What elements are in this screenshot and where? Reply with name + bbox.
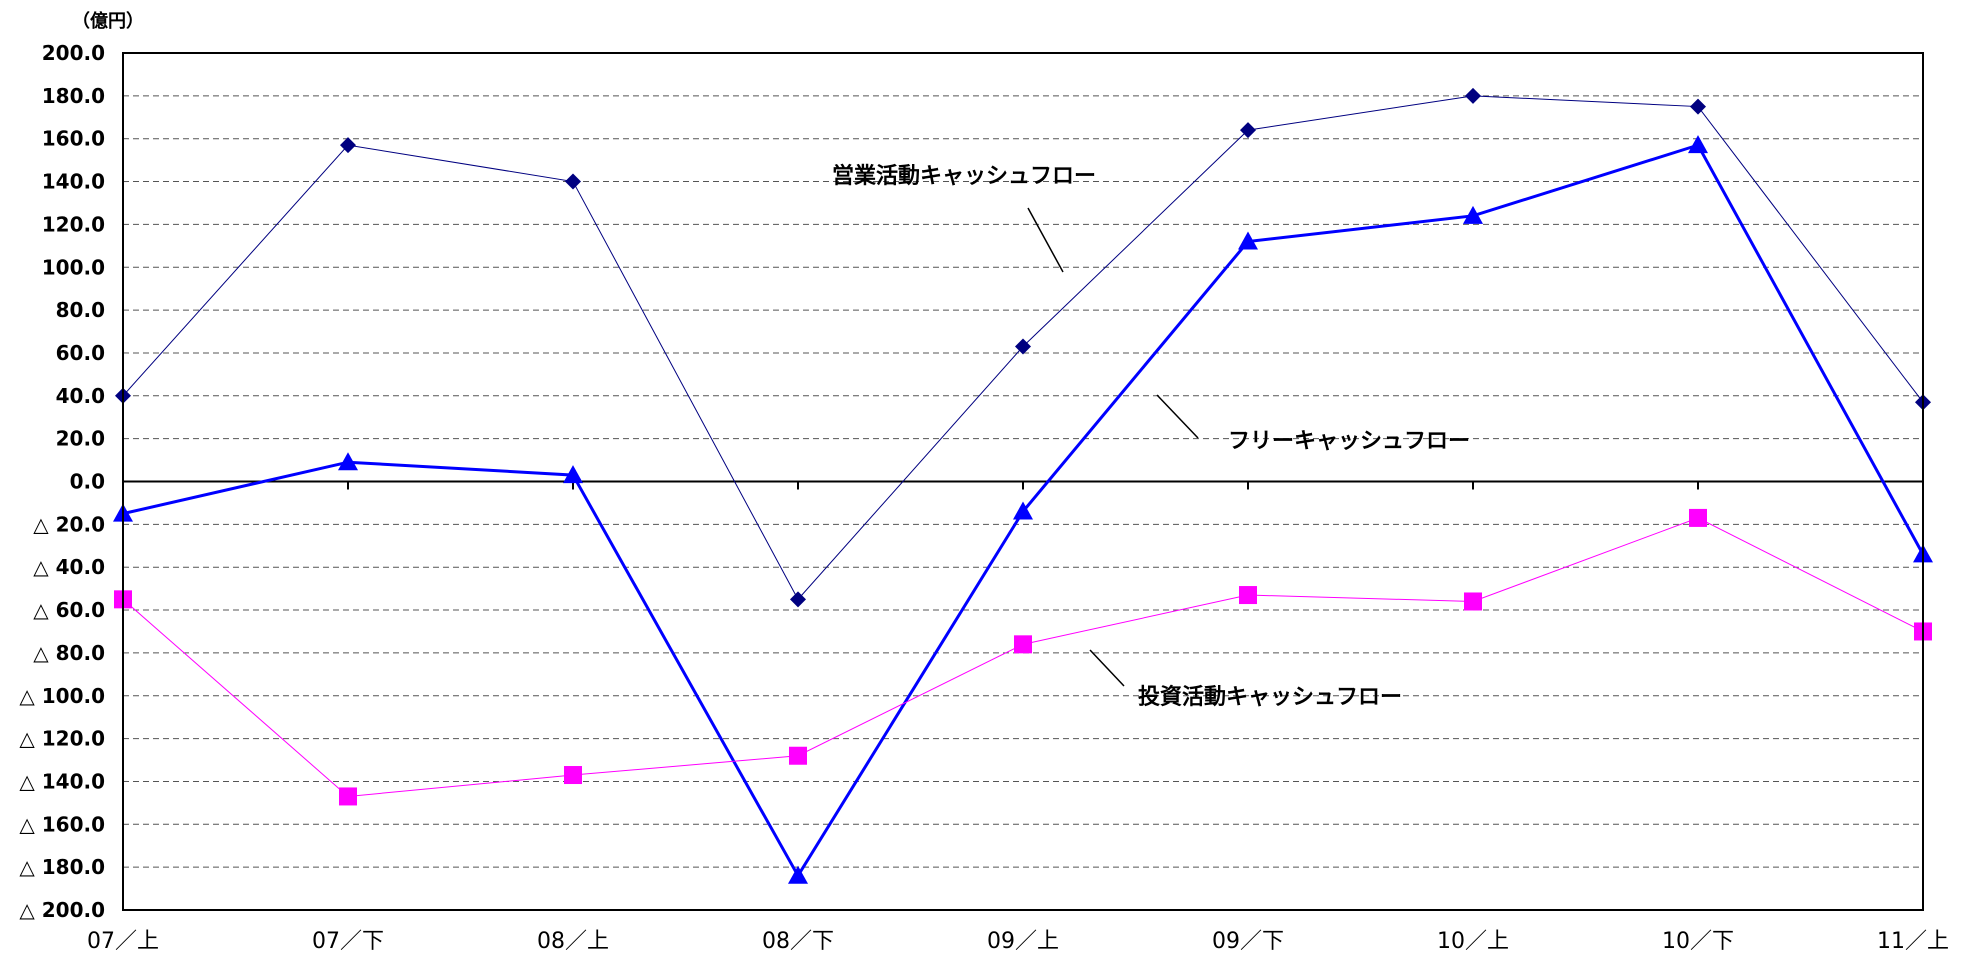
unit-label: （億円）: [72, 10, 144, 32]
y-tick-label: 140.0: [42, 170, 105, 194]
y-tick-label: 0.0: [70, 470, 105, 494]
x-tick-label: 09／上: [987, 929, 1059, 954]
y-tick-label: 200.0: [42, 41, 105, 65]
y-tick-label: △ 200.0: [19, 898, 105, 922]
free-cf-point: [563, 465, 583, 484]
y-tick-label: 120.0: [42, 212, 105, 236]
plot-frame: [122, 52, 1924, 911]
investing-cf-point: [1464, 592, 1482, 611]
investing-cf-point: [1014, 635, 1032, 654]
y-tick-label: △ 120.0: [19, 727, 105, 751]
free-cf-label: フリーキャッシュフロー: [1228, 429, 1470, 454]
y-tick-label: 100.0: [42, 255, 105, 279]
y-tick-label: △ 100.0: [19, 684, 105, 708]
operating-cf-point: [1690, 98, 1706, 115]
series-group: [113, 87, 1933, 884]
investing-cf-point: [1689, 508, 1707, 527]
operating-cf-point: [1240, 122, 1256, 139]
y-axis-ticks: 200.0 180.0 160.0 140.0 120.0 100.0 80.0 60.0 40…: [19, 41, 105, 922]
x-tick-label: 08／下: [762, 929, 834, 954]
operating-cf-point: [1465, 87, 1481, 104]
y-tick-label: △ 80.0: [33, 641, 105, 665]
operating-cf-point: [790, 591, 806, 608]
investing-cf-line: [122, 517, 1924, 797]
inv-cf-leader-line: [1089, 649, 1125, 687]
y-tick-label: △ 20.0: [33, 512, 105, 536]
y-tick-label: 160.0: [42, 127, 105, 151]
x-tick-label: 11／上: [1877, 929, 1949, 954]
x-tick-label: 07／下: [312, 929, 384, 954]
investing-cf-point: [789, 746, 807, 765]
y-tick-label: △ 40.0: [33, 555, 105, 579]
free-cf-point: [1013, 501, 1033, 520]
grid-lines: [123, 95, 1923, 868]
x-tick-label: 09／下: [1212, 929, 1284, 954]
y-tick-label: 180.0: [42, 84, 105, 108]
y-tick-label: 20.0: [56, 427, 105, 451]
investing-cf-point: [1239, 586, 1257, 605]
free-cf-point: [338, 452, 358, 471]
y-tick-label: △ 60.0: [33, 598, 105, 622]
series-annotations: 営業活動キャッシュフロー フリーキャッシュフロー 投資活動キャッシュフロー: [832, 163, 1470, 710]
op-cf-label: 営業活動キャッシュフロー: [832, 163, 1096, 189]
y-tick-label: 80.0: [56, 298, 105, 322]
free-cf-point: [788, 865, 808, 884]
investing-cf-point: [564, 766, 582, 785]
investing-cf-point: [339, 787, 357, 806]
inv-cf-label: 投資活動キャッシュフロー: [1138, 684, 1402, 710]
x-tick-label: 10／下: [1662, 929, 1734, 954]
x-tick-label: 08／上: [537, 929, 609, 954]
y-tick-label: △ 160.0: [19, 812, 105, 836]
free-cf-leader-line: [1156, 394, 1199, 439]
operating-cf-point: [1015, 338, 1031, 355]
free-cf-point: [1688, 135, 1708, 154]
free-cf-point: [1238, 231, 1258, 250]
operating-cf-point: [565, 173, 581, 190]
free-cf-point: [1463, 205, 1483, 224]
y-tick-label: △ 140.0: [19, 769, 105, 793]
y-tick-label: 40.0: [56, 384, 105, 408]
y-tick-label: 60.0: [56, 341, 105, 365]
x-tick-label: 10／上: [1437, 929, 1509, 954]
operating-cf-point: [340, 137, 356, 154]
x-tick-label: 07／上: [87, 929, 159, 954]
x-axis-ticks: 07／上 07／下 08／上 08／下 09／上 09／下 10／上 10／下 11／上: [87, 929, 1949, 954]
op-cf-leader-line: [1027, 207, 1064, 273]
y-tick-label: △ 180.0: [19, 855, 105, 879]
